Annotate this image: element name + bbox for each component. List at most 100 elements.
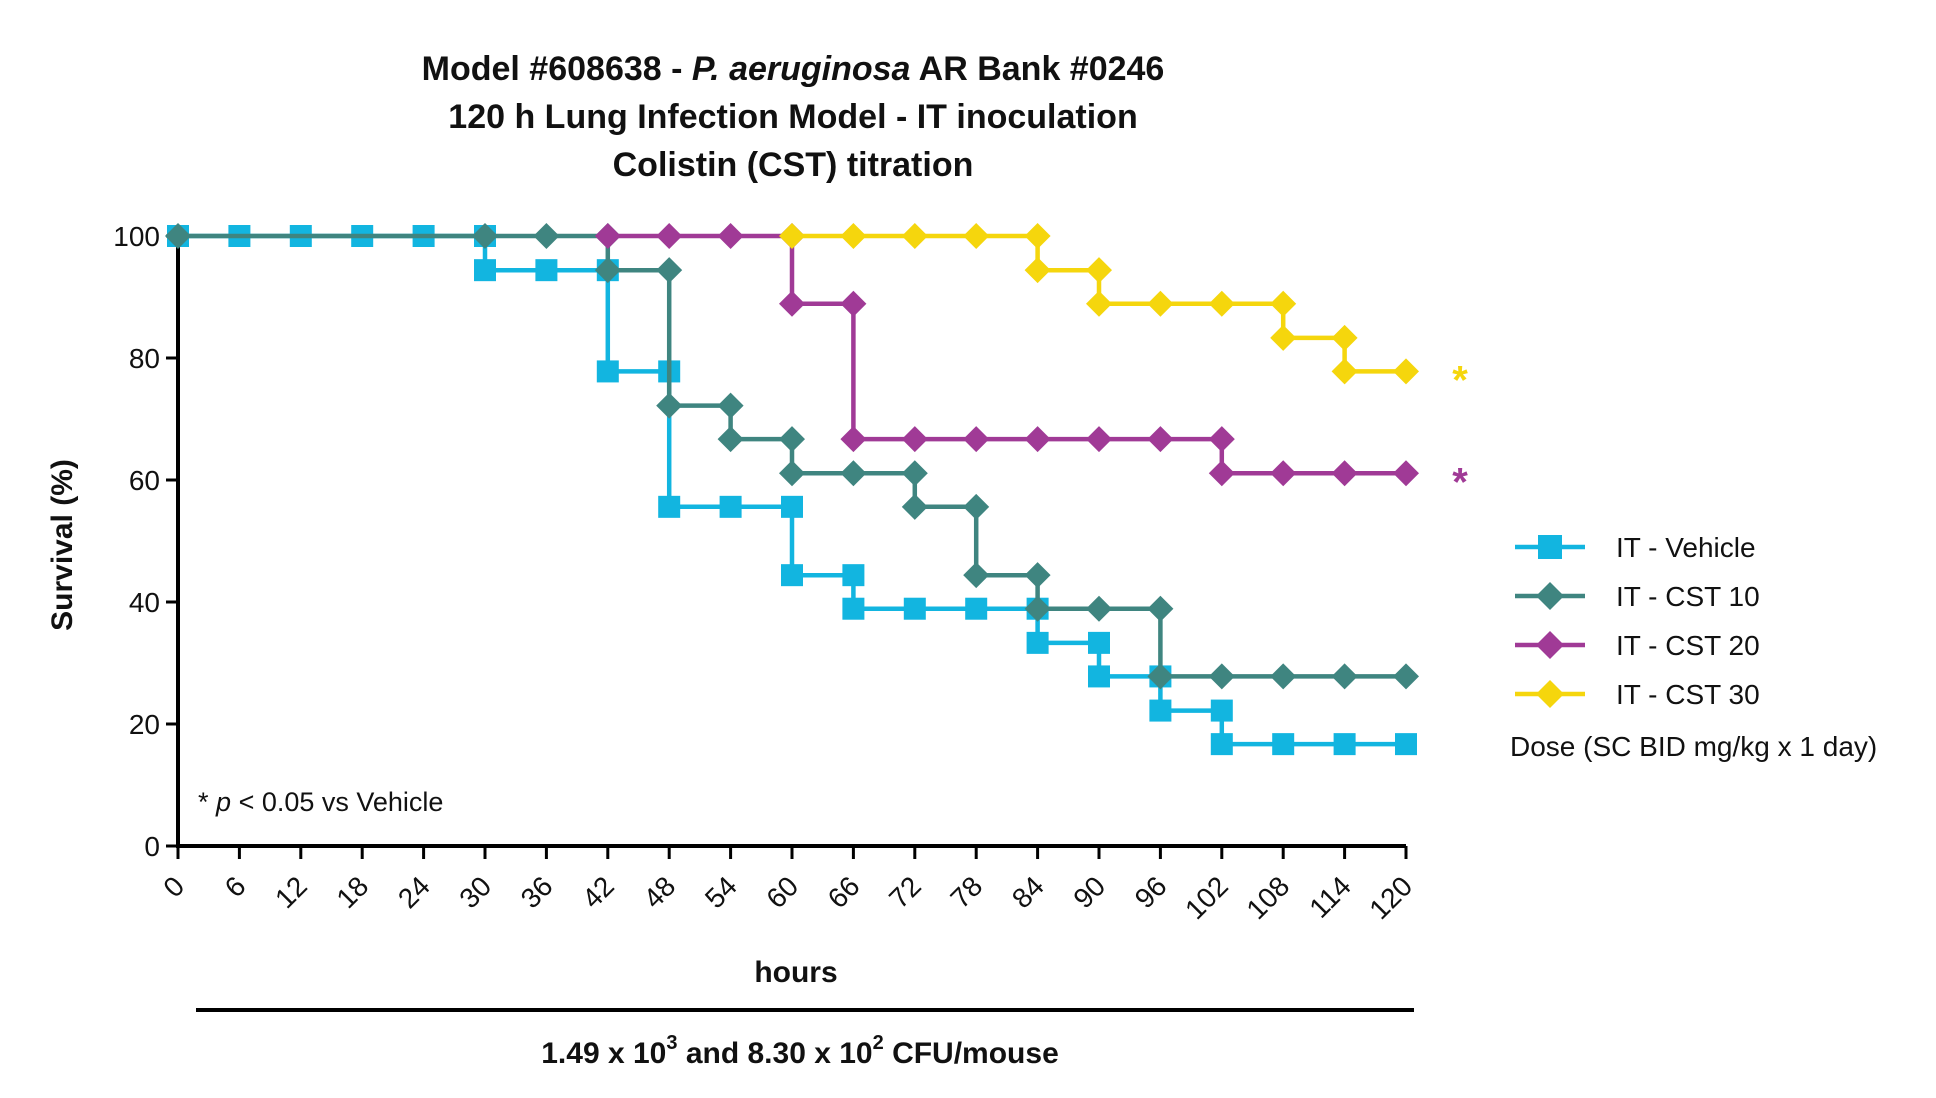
x-tick-label: 36: [515, 870, 559, 914]
data-point: [842, 597, 865, 620]
footer: 1.49 x 103 and 8.30 x 102 CFU/mouse: [196, 1008, 1414, 1070]
data-point: [1331, 663, 1358, 690]
data-point: [717, 392, 744, 419]
data-point: [472, 223, 498, 249]
data-point: [840, 223, 867, 249]
series-layer: **: [165, 223, 1468, 756]
legend-item: IT - CST 20: [1515, 630, 1760, 661]
data-point: [717, 223, 744, 249]
y-ticks: 0 20 40 60 80 100: [113, 221, 178, 862]
y-tick-label: 40: [129, 587, 160, 618]
data-point: [596, 360, 619, 383]
data-point: [1147, 663, 1174, 690]
data-point: [1147, 290, 1174, 317]
y-tick-label: 100: [113, 221, 160, 252]
data-point: [1270, 290, 1297, 317]
data-point: [1086, 290, 1112, 317]
legend-label: IT - CST 30: [1616, 679, 1760, 710]
data-point: [658, 495, 681, 518]
data-point: [842, 564, 865, 587]
x-tick-label: 84: [1006, 870, 1050, 914]
y-tick-label: 60: [129, 465, 160, 496]
legend-item: IT - CST 30: [1515, 679, 1760, 710]
y-tick-label: 20: [129, 709, 160, 740]
data-point: [1331, 460, 1358, 487]
x-tick-label: 42: [576, 870, 620, 914]
data-point: [1024, 595, 1051, 622]
legend-swatch-marker: [1536, 582, 1564, 610]
data-point: [1393, 460, 1419, 487]
x-tick-label: 96: [1129, 870, 1173, 914]
data-point: [779, 426, 805, 453]
data-point: [1088, 665, 1110, 688]
x-tick-label: 60: [760, 870, 804, 914]
data-point: [1208, 290, 1235, 317]
x-tick-label: 90: [1067, 870, 1111, 914]
x-tick-label: 102: [1179, 870, 1234, 925]
x-tick-label: 114: [1303, 870, 1356, 923]
legend-item: IT - Vehicle: [1515, 532, 1756, 563]
data-point: [717, 426, 744, 453]
significance-note-text: * p < 0.05 vs Vehicle: [198, 787, 443, 817]
data-point: [1024, 426, 1051, 453]
significance-star: *: [1452, 358, 1468, 402]
significance-note: * p < 0.05 vs Vehicle: [198, 787, 443, 817]
data-point: [656, 257, 683, 284]
data-point: [1331, 358, 1358, 385]
data-point: [903, 597, 926, 620]
legend-dose-note: Dose (SC BID mg/kg x 1 day): [1510, 731, 1877, 762]
data-point: [1026, 631, 1049, 654]
title-line-2: 120 h Lung Infection Model - IT inoculat…: [448, 98, 1137, 136]
x-tick-label: 24: [392, 870, 436, 914]
data-point: [594, 223, 621, 249]
data-point: [781, 564, 803, 587]
data-point: [719, 495, 742, 518]
data-point: [901, 493, 928, 520]
data-point: [594, 257, 621, 284]
series-it-cst-30: [779, 223, 1419, 385]
data-point: [781, 495, 803, 518]
x-tick-label: 18: [330, 870, 374, 914]
x-axis-title: hours: [754, 956, 837, 989]
x-tick-label: 120: [1363, 870, 1418, 925]
data-point: [656, 223, 683, 249]
y-tick-label: 80: [129, 343, 160, 374]
data-point: [779, 460, 805, 487]
data-point: [840, 460, 867, 487]
x-tick-label: 108: [1240, 870, 1295, 925]
data-point: [1147, 426, 1174, 453]
data-point: [1024, 257, 1051, 284]
data-point: [901, 223, 928, 249]
title-line-1: Model #608638 - P. aeruginosa AR Bank #0…: [422, 50, 1165, 88]
x-tick-label: 78: [944, 870, 988, 914]
data-point: [165, 223, 191, 249]
data-point: [1270, 663, 1297, 690]
legend-label: IT - Vehicle: [1616, 532, 1756, 563]
data-point: [963, 493, 990, 520]
data-point: [901, 460, 928, 487]
data-point: [1270, 460, 1297, 487]
data-point: [1208, 426, 1235, 453]
x-tick-label: 30: [453, 870, 497, 914]
data-point: [1210, 699, 1233, 722]
data-point: [840, 290, 867, 317]
data-point: [779, 223, 805, 249]
data-point: [1210, 733, 1233, 756]
legend-swatch-marker: [1536, 631, 1564, 659]
series-it-cst-20: [594, 223, 1419, 487]
legend-label: IT - CST 20: [1616, 630, 1760, 661]
data-point: [1331, 324, 1358, 351]
legend: IT - Vehicle IT - CST 10 IT - CST 20 IT - C…: [1515, 532, 1760, 710]
x-tick-label: 48: [637, 870, 681, 914]
x-tick-label: 0: [157, 870, 190, 903]
title-line-3: Colistin (CST) titration: [613, 146, 974, 184]
data-point: [963, 223, 990, 249]
x-ticks: 0 6 12 18 24 30 36 42 48 54 60 66 72 78 84 90 96 102 108 11…: [157, 846, 1418, 925]
data-point: [533, 223, 560, 249]
data-point: [963, 562, 990, 589]
data-point: [779, 290, 805, 317]
data-point: [965, 597, 988, 620]
data-point: [1086, 426, 1112, 453]
